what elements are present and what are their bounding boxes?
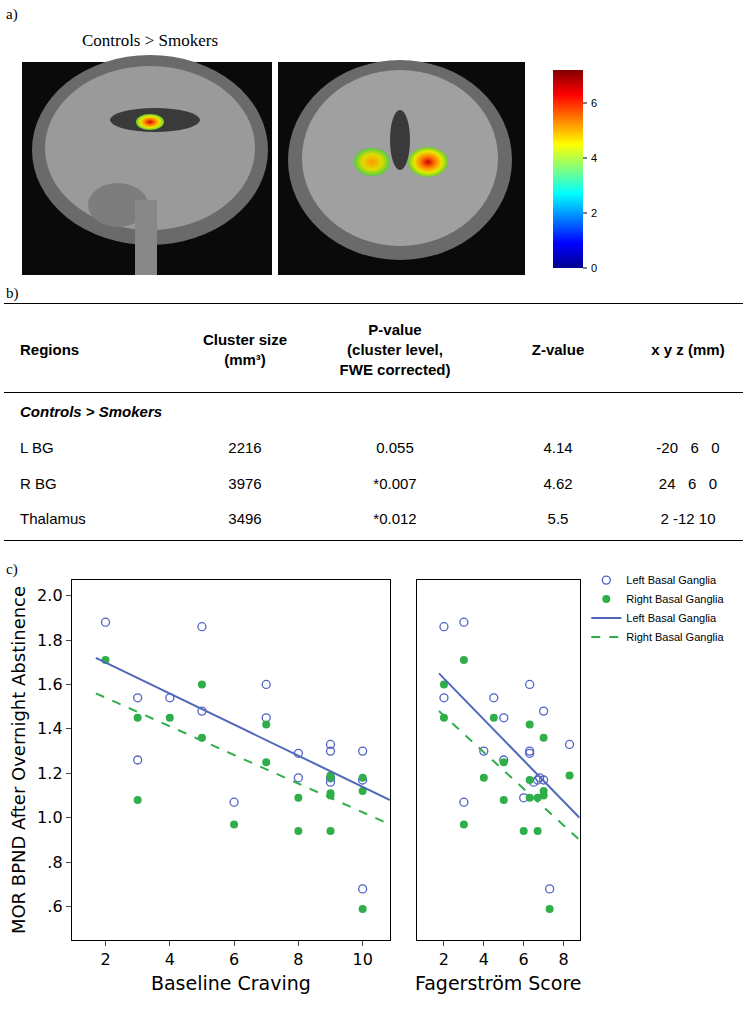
svg-text:2: 2 xyxy=(439,950,449,969)
html-text:c): c) xyxy=(6,560,18,577)
svg-text:4: 4 xyxy=(165,950,175,969)
svg-text:Fagerström Score: Fagerström Score xyxy=(415,972,582,994)
svg-text:Right Basal Ganglia: Right Basal Ganglia xyxy=(626,593,724,605)
svg-text:8: 8 xyxy=(558,950,568,969)
html-text:-20 6 0: -20 6 0 xyxy=(656,438,720,456)
html-text:Cluster size: Cluster size xyxy=(202,331,288,348)
html-text:4.14: 4.14 xyxy=(543,438,573,456)
html-text:*0.012: *0.012 xyxy=(373,509,417,527)
html-text:3496: 3496 xyxy=(228,509,262,527)
html-text:4.62: 4.62 xyxy=(543,474,573,492)
svg-text:Baseline Craving: Baseline Craving xyxy=(151,972,311,994)
html-text:24 6 0: 24 6 0 xyxy=(658,474,718,492)
svg-text:1.8: 1.8 xyxy=(37,631,62,650)
svg-text:8: 8 xyxy=(293,950,303,969)
svg-text:1.0: 1.0 xyxy=(37,808,62,827)
html-text:Controls > Smokers: Controls > Smokers xyxy=(20,402,163,420)
html-text:(cluster level,: (cluster level, xyxy=(347,341,443,358)
svg-text:2.0: 2.0 xyxy=(37,586,62,605)
html-text:0.055: 0.055 xyxy=(376,438,414,456)
html-text:(mm³): (mm³) xyxy=(224,351,266,368)
svg-text:2: 2 xyxy=(591,207,597,219)
html-text:R BG: R BG xyxy=(20,474,57,492)
html-text:a): a) xyxy=(6,5,18,22)
svg-text:1.2: 1.2 xyxy=(37,764,62,783)
html-text:P-value: P-value xyxy=(368,321,422,338)
svg-text:Left Basal Ganglia: Left Basal Ganglia xyxy=(626,612,717,624)
svg-text:4: 4 xyxy=(591,152,597,164)
html-text:*0.007: *0.007 xyxy=(373,474,417,492)
svg-text:6: 6 xyxy=(591,97,597,109)
svg-text:1.6: 1.6 xyxy=(37,675,62,694)
svg-text:4: 4 xyxy=(479,950,489,969)
svg-text:2: 2 xyxy=(100,950,110,969)
svg-text:10: 10 xyxy=(352,950,372,969)
svg-text:6: 6 xyxy=(519,950,529,969)
svg-text:Left Basal Ganglia: Left Basal Ganglia xyxy=(626,574,717,586)
html-text:x y z (mm): x y z (mm) xyxy=(651,341,725,358)
html-text:3976: 3976 xyxy=(228,474,262,492)
svg-text:6: 6 xyxy=(229,950,239,969)
svg-text:MOR BPND After Overnight Absti: MOR BPND After Overnight Abstinence xyxy=(8,586,29,934)
html-text:5.5: 5.5 xyxy=(547,509,569,527)
html-text:2 -12 10: 2 -12 10 xyxy=(660,509,716,527)
svg-text:.8: .8 xyxy=(47,853,62,872)
svg-text:Right Basal Ganglia: Right Basal Ganglia xyxy=(626,631,724,643)
html-text:L BG: L BG xyxy=(20,438,54,456)
html-text:Regions: Regions xyxy=(20,341,80,358)
html-text:FWE corrected): FWE corrected) xyxy=(339,361,451,378)
html-text:Z-value: Z-value xyxy=(531,341,585,358)
html-text:Controls > Smokers: Controls > Smokers xyxy=(81,31,219,50)
svg-text:1.4: 1.4 xyxy=(37,719,62,738)
html-text:Thalamus: Thalamus xyxy=(20,509,86,527)
html-text:2216: 2216 xyxy=(228,438,262,456)
svg-text:0: 0 xyxy=(591,262,597,274)
svg-text:.6: .6 xyxy=(47,897,62,916)
html-text:b): b) xyxy=(6,284,19,301)
